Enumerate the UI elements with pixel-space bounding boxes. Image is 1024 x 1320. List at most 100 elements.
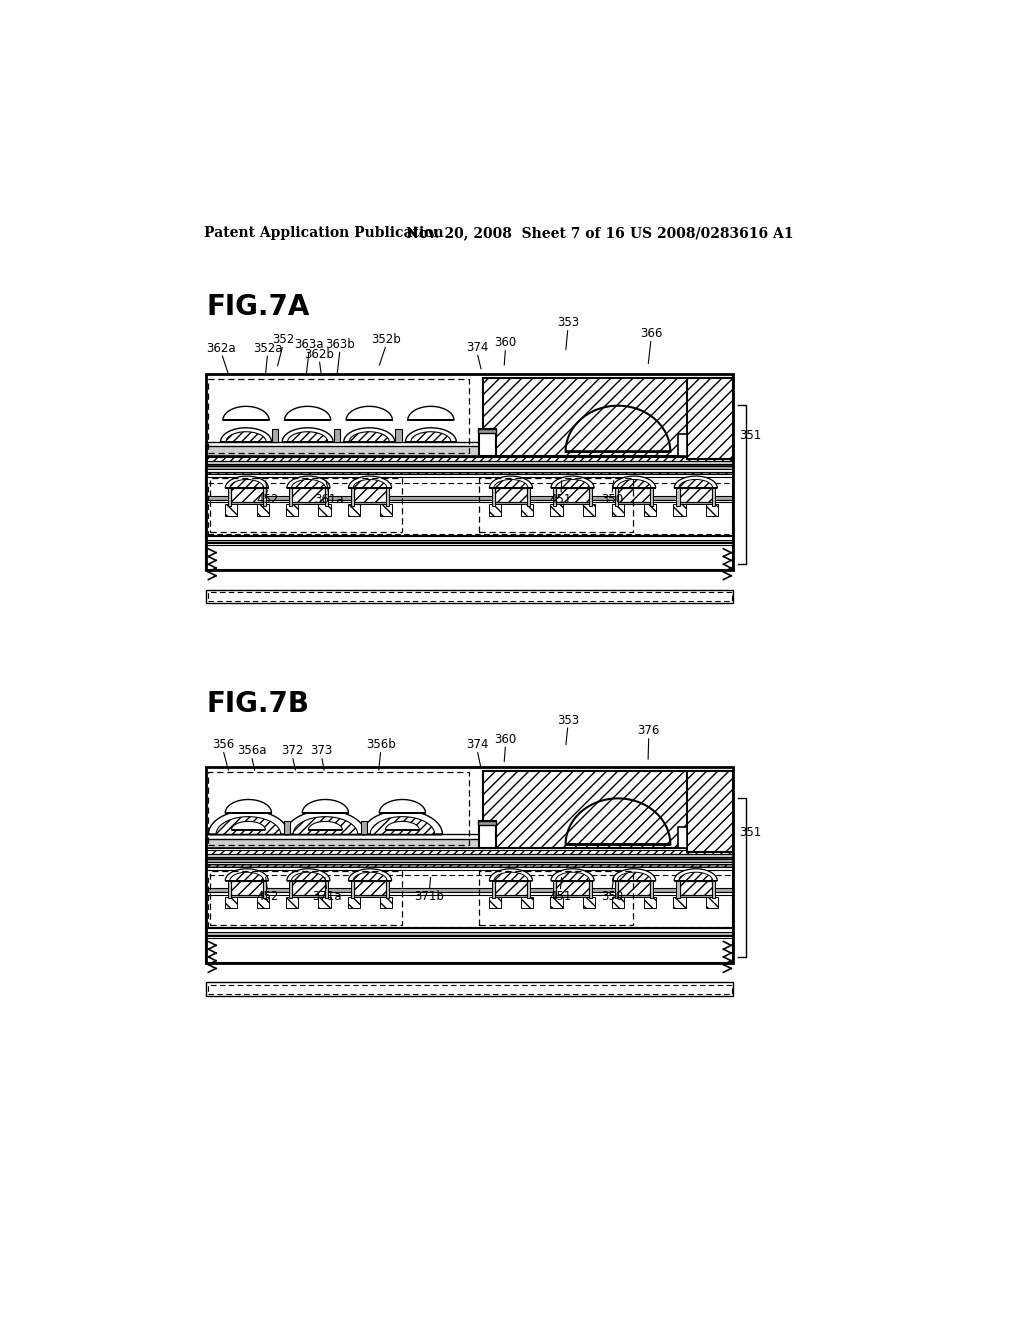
Text: 350: 350: [601, 890, 623, 903]
Bar: [206, 867, 733, 870]
Text: 350: 350: [601, 494, 623, 507]
Bar: [488, 896, 501, 908]
Text: 363a: 363a: [295, 338, 324, 351]
Polygon shape: [379, 800, 425, 813]
Polygon shape: [349, 432, 389, 442]
Bar: [492, 880, 495, 899]
Polygon shape: [225, 477, 268, 488]
Bar: [206, 834, 733, 840]
Bar: [678, 434, 687, 455]
Text: 376: 376: [638, 725, 659, 738]
Bar: [206, 374, 733, 570]
Bar: [556, 880, 589, 895]
Bar: [488, 504, 501, 516]
Polygon shape: [406, 428, 457, 442]
Bar: [292, 895, 325, 896]
Polygon shape: [408, 407, 454, 420]
Text: 362b: 362b: [304, 348, 334, 360]
Text: 451: 451: [549, 890, 571, 903]
Bar: [224, 896, 237, 908]
Bar: [206, 892, 733, 895]
Bar: [348, 504, 360, 516]
Bar: [206, 536, 733, 570]
Bar: [289, 880, 292, 899]
Text: 374: 374: [466, 738, 488, 751]
Polygon shape: [612, 869, 655, 880]
Polygon shape: [344, 428, 394, 442]
Polygon shape: [551, 869, 594, 880]
Text: 352b: 352b: [372, 333, 401, 346]
Bar: [712, 880, 715, 899]
Text: 371b: 371b: [415, 890, 444, 903]
Polygon shape: [288, 432, 328, 442]
Bar: [354, 502, 386, 504]
Text: 451: 451: [550, 494, 572, 507]
Polygon shape: [370, 817, 435, 834]
Bar: [230, 502, 263, 504]
Text: 371a: 371a: [312, 890, 342, 903]
Bar: [706, 504, 718, 516]
Polygon shape: [346, 407, 392, 420]
Polygon shape: [230, 479, 264, 488]
Text: 452: 452: [256, 494, 279, 507]
Bar: [479, 429, 497, 455]
Bar: [272, 429, 279, 442]
Polygon shape: [612, 477, 655, 488]
Bar: [292, 880, 325, 895]
Polygon shape: [353, 873, 387, 880]
Bar: [206, 859, 733, 928]
Bar: [354, 488, 386, 502]
Bar: [206, 540, 733, 543]
Polygon shape: [287, 477, 330, 488]
Text: 362a: 362a: [207, 342, 237, 355]
Text: 353: 353: [557, 714, 579, 726]
Bar: [680, 895, 712, 896]
Bar: [208, 875, 732, 927]
Polygon shape: [489, 869, 532, 880]
Bar: [521, 896, 534, 908]
Bar: [650, 880, 653, 899]
Polygon shape: [556, 479, 590, 488]
Bar: [495, 488, 527, 502]
Polygon shape: [565, 405, 671, 451]
Bar: [712, 488, 715, 506]
Bar: [678, 826, 687, 849]
Bar: [206, 849, 733, 859]
Bar: [334, 429, 340, 442]
Polygon shape: [293, 817, 357, 834]
Text: 374: 374: [466, 341, 488, 354]
Bar: [230, 895, 263, 896]
Bar: [284, 821, 290, 834]
Bar: [230, 880, 263, 895]
Polygon shape: [385, 821, 419, 830]
Bar: [674, 896, 686, 908]
Polygon shape: [551, 477, 594, 488]
Polygon shape: [208, 810, 289, 834]
Bar: [386, 880, 389, 899]
Bar: [208, 379, 469, 453]
Bar: [206, 932, 733, 935]
Polygon shape: [292, 873, 326, 880]
Text: 452: 452: [256, 890, 279, 903]
Text: 353: 353: [557, 317, 579, 330]
Bar: [292, 488, 325, 502]
Text: FIG.7A: FIG.7A: [206, 293, 309, 321]
Text: Nov. 20, 2008  Sheet 7 of 16: Nov. 20, 2008 Sheet 7 of 16: [407, 226, 625, 240]
Bar: [483, 378, 733, 455]
Polygon shape: [348, 869, 391, 880]
Bar: [318, 896, 331, 908]
Text: 372: 372: [281, 744, 303, 758]
Bar: [674, 504, 686, 516]
Bar: [556, 895, 589, 896]
Bar: [318, 504, 331, 516]
Bar: [257, 896, 269, 908]
Bar: [354, 895, 386, 896]
Text: 352a: 352a: [253, 342, 283, 355]
Bar: [386, 488, 389, 506]
Bar: [292, 502, 325, 504]
Bar: [325, 880, 328, 899]
Text: 373: 373: [310, 744, 333, 758]
Polygon shape: [494, 873, 528, 880]
Bar: [617, 880, 650, 895]
Polygon shape: [283, 428, 333, 442]
